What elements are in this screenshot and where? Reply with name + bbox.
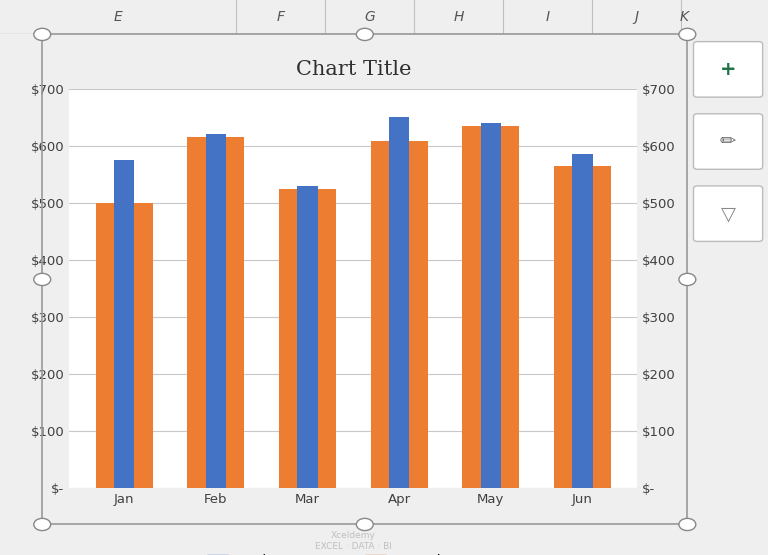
Bar (279, 189, 336, 488)
Legend: Budget Amount, Actual Amount: Budget Amount, Actual Amount (200, 547, 506, 555)
Bar (96, 203, 153, 488)
Bar (187, 137, 244, 488)
Bar (481, 123, 501, 488)
Bar (572, 154, 593, 488)
Bar (371, 142, 428, 488)
Bar (114, 160, 134, 488)
Bar (297, 186, 317, 488)
Text: Xceldemy
EXCEL · DATA · BI: Xceldemy EXCEL · DATA · BI (315, 532, 392, 551)
Text: ✏: ✏ (720, 132, 737, 151)
Text: H: H (453, 10, 464, 24)
Text: +: + (720, 60, 737, 79)
Text: K: K (680, 10, 689, 24)
Text: G: G (364, 10, 375, 24)
Bar (206, 134, 226, 488)
Bar (389, 117, 409, 488)
Bar (554, 166, 611, 488)
Title: Chart Title: Chart Title (296, 60, 411, 79)
Text: F: F (276, 10, 284, 24)
Text: E: E (114, 10, 122, 24)
Text: J: J (634, 10, 639, 24)
Text: I: I (545, 10, 550, 24)
Text: ▽: ▽ (720, 204, 736, 223)
Bar (462, 126, 519, 488)
